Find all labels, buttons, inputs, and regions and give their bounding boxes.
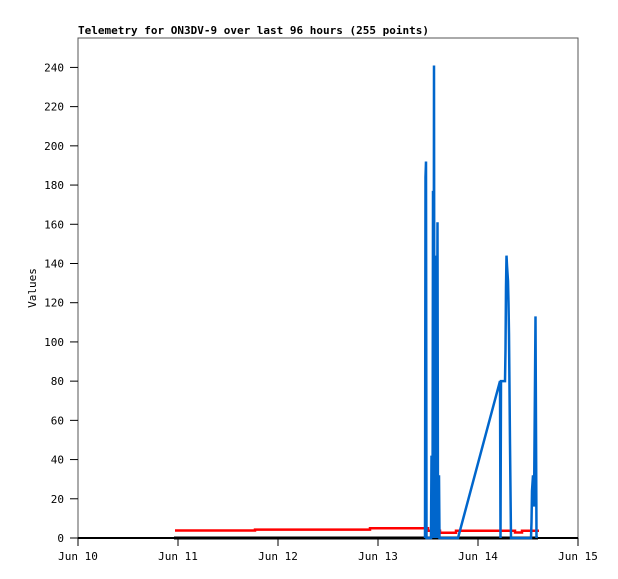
y-axis-label: Values	[26, 268, 39, 308]
axes: 0 20 40 60 80 100 120 140 160 180 200 220 240 Jun 10 J…	[44, 61, 598, 563]
y-tick-label: 0	[57, 532, 64, 545]
y-tick-label: 20	[51, 493, 64, 506]
y-tick-label: 40	[51, 454, 64, 467]
y-tick-label: 220	[44, 101, 64, 114]
y-tick-label: 240	[44, 61, 64, 74]
y-tick-label: 60	[51, 414, 64, 427]
y-tick-label: 200	[44, 140, 64, 153]
x-tick-label: Jun 15	[558, 550, 598, 563]
x-tick-label: Jun 14	[458, 550, 498, 563]
chart-title: Telemetry for ON3DV-9 over last 96 hours…	[78, 24, 429, 37]
y-tick-label: 140	[44, 257, 64, 270]
series-line-2	[423, 65, 538, 540]
y-tick-label: 180	[44, 179, 64, 192]
y-tick-label: 100	[44, 336, 64, 349]
x-tick-label: Jun 10	[58, 550, 98, 563]
series-line-1	[175, 526, 539, 534]
y-tick-label: 160	[44, 218, 64, 231]
plot-frame	[77, 37, 579, 539]
series-group	[174, 65, 539, 540]
x-tick-label: Jun 12	[258, 550, 298, 563]
x-tick-label: Jun 13	[358, 550, 398, 563]
y-tick-label: 80	[51, 375, 64, 388]
x-tick-label: Jun 11	[158, 550, 198, 563]
y-tick-label: 120	[44, 297, 64, 310]
